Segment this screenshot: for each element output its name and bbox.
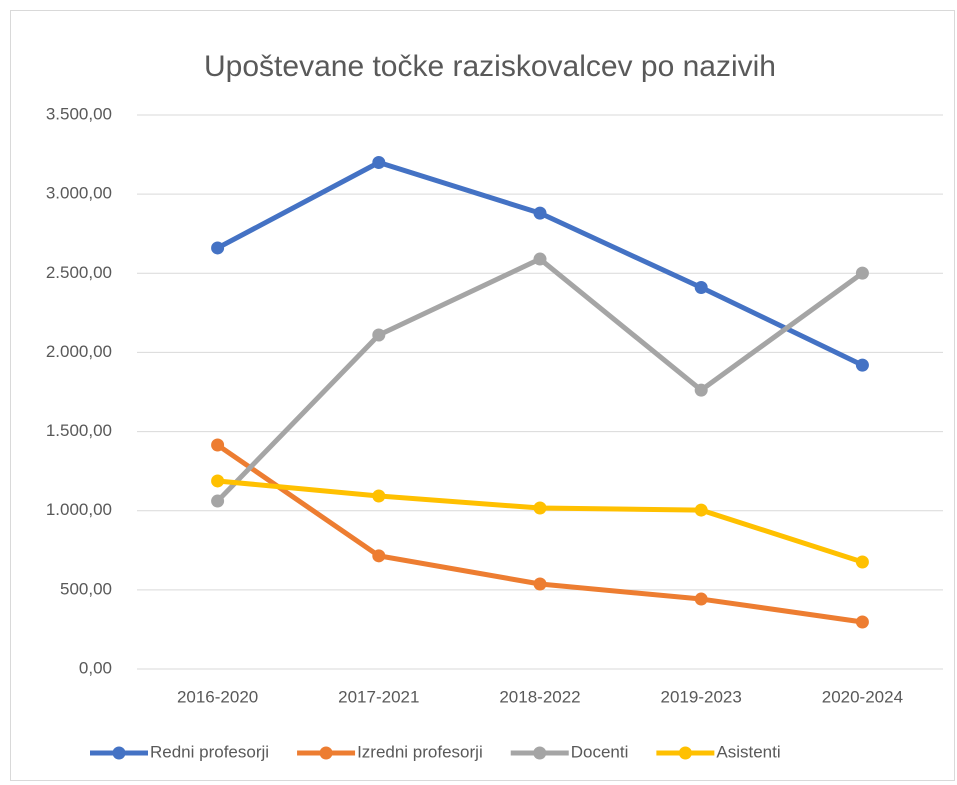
x-tick-label: 2016-2020: [177, 687, 258, 706]
data-point: [533, 501, 547, 515]
data-point: [211, 474, 225, 488]
data-point: [211, 438, 225, 452]
chart-border: [10, 10, 955, 781]
legend-label: Redni profesorji: [150, 742, 269, 761]
y-tick-label: 2.000,00: [46, 342, 112, 361]
data-point: [372, 549, 386, 563]
data-point: [372, 328, 386, 342]
legend-marker: [678, 746, 692, 760]
y-tick-label: 2.500,00: [46, 263, 112, 282]
y-tick-label: 3.000,00: [46, 184, 112, 203]
legend-marker: [112, 746, 126, 760]
legend-marker: [319, 746, 333, 760]
data-point: [855, 615, 869, 629]
legend-label: Izredni profesorji: [357, 742, 483, 761]
legend-label: Docenti: [571, 742, 629, 761]
data-point: [855, 358, 869, 372]
data-point: [533, 206, 547, 220]
y-tick-label: 0,00: [79, 658, 112, 677]
data-point: [533, 577, 547, 591]
chart-title: Upoštevane točke raziskovalcev po nazivi…: [204, 50, 776, 83]
data-point: [855, 266, 869, 280]
data-point: [372, 155, 386, 169]
data-point: [694, 592, 708, 606]
legend-marker: [533, 746, 547, 760]
x-tick-label: 2019-2023: [661, 687, 742, 706]
y-tick-label: 3.500,00: [46, 104, 112, 123]
data-point: [211, 494, 225, 508]
x-tick-label: 2018-2022: [499, 687, 580, 706]
data-point: [855, 555, 869, 569]
data-point: [694, 281, 708, 295]
y-tick-label: 1.000,00: [46, 500, 112, 519]
data-point: [694, 383, 708, 397]
legend-label: Asistenti: [716, 742, 780, 761]
y-tick-label: 500,00: [60, 579, 112, 598]
y-tick-label: 1.500,00: [46, 421, 112, 440]
data-point: [694, 503, 708, 517]
data-point: [533, 252, 547, 266]
data-point: [211, 241, 225, 255]
x-tick-label: 2020-2024: [822, 687, 903, 706]
data-point: [372, 489, 386, 503]
x-tick-label: 2017-2021: [338, 687, 419, 706]
